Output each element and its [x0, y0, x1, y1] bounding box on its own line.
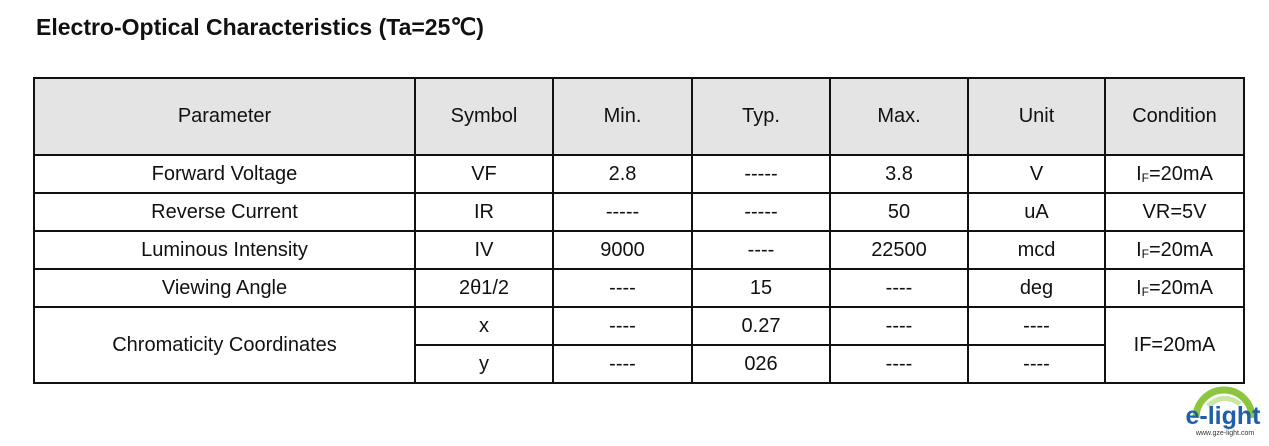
typ-cell: 0.27	[691, 306, 831, 346]
condition-cell: IF=20mA	[1104, 154, 1245, 194]
condition-main: I	[1136, 238, 1142, 261]
unit-cell: ----	[967, 344, 1106, 384]
typ-cell: 026	[691, 344, 831, 384]
condition-cell: VR=5V	[1104, 192, 1245, 232]
symbol-cell: x	[414, 306, 554, 346]
symbol-cell: VF	[414, 154, 554, 194]
max-cell: 50	[829, 192, 969, 232]
typ-cell: ----	[691, 230, 831, 270]
condition-cell: IF=20mA	[1104, 268, 1245, 308]
max-cell: ----	[829, 268, 969, 308]
symbol-cell: y	[414, 344, 554, 384]
svg-text:www.gze-light.com: www.gze-light.com	[1195, 430, 1255, 437]
condition-main: VR=5V	[1142, 200, 1207, 223]
header-min: Min.	[552, 77, 693, 156]
parameter-cell: Chromaticity Coordinates	[33, 306, 416, 384]
min-cell: ----	[552, 268, 693, 308]
header-parameter: Parameter	[33, 77, 416, 156]
header-symbol: Symbol	[414, 77, 554, 156]
parameter-cell: Reverse Current	[33, 192, 416, 232]
condition-subscript: F	[1141, 284, 1149, 299]
condition-subscript: F	[1141, 170, 1149, 185]
condition-main: I	[1136, 276, 1142, 299]
min-cell: 2.8	[552, 154, 693, 194]
condition-cell: IF=20mA	[1104, 230, 1245, 270]
min-cell: ----	[552, 344, 693, 384]
condition-main: I	[1136, 162, 1142, 185]
table-row: Viewing Angle 2θ1/2 ---- 15 ---- deg IF=20mA	[33, 268, 1245, 308]
max-cell: 3.8	[829, 154, 969, 194]
condition-rest: =20mA	[1148, 238, 1213, 261]
max-cell: 22500	[829, 230, 969, 270]
unit-cell: V	[967, 154, 1106, 194]
unit-cell: deg	[967, 268, 1106, 308]
symbol-cell: IR	[414, 192, 554, 232]
condition-rest: =20mA	[1148, 162, 1213, 185]
parameter-cell: Luminous Intensity	[33, 230, 416, 270]
max-cell: ----	[829, 306, 969, 346]
typ-cell: -----	[691, 154, 831, 194]
typ-cell: 15	[691, 268, 831, 308]
table-row: y ---- 026 ---- ----	[34, 344, 1244, 384]
symbol-cell: IV	[414, 230, 554, 270]
symbol-cell: 2θ1/2	[414, 268, 554, 308]
table-row: Luminous Intensity IV 9000 ---- 22500 mcd IF…	[33, 230, 1245, 270]
parameter-cell: Forward Voltage	[33, 154, 416, 194]
min-cell: 9000	[552, 230, 693, 270]
min-cell: ----	[552, 306, 693, 346]
page-title: Electro-Optical Characteristics (Ta=25℃)	[36, 14, 484, 40]
max-cell: ----	[829, 344, 969, 384]
header-max: Max.	[829, 77, 969, 156]
table-row: Forward Voltage VF 2.8 ----- 3.8 V IF=20mA	[33, 154, 1245, 194]
unit-cell: ----	[967, 306, 1106, 346]
unit-cell: mcd	[967, 230, 1106, 270]
characteristics-table: Parameter Symbol Min. Typ. Max. Unit Con…	[33, 77, 1245, 384]
header-condition: Condition	[1104, 77, 1245, 156]
e-light-logo: e-light www.gze-light.com	[1186, 386, 1262, 437]
svg-text:e-light: e-light	[1186, 402, 1262, 430]
condition-rest: =20mA	[1148, 276, 1213, 299]
table-row: Reverse Current IR ----- ----- 50 uA VR=5V	[33, 192, 1245, 232]
header-typ: Typ.	[691, 77, 831, 156]
condition-cell: IF=20mA	[1104, 306, 1245, 384]
header-row: Parameter Symbol Min. Typ. Max. Unit Con…	[33, 77, 1245, 156]
condition-subscript: F	[1141, 246, 1149, 261]
parameter-cell: Viewing Angle	[33, 268, 416, 308]
table-row: Chromaticity Coordinates x ---- 0.27 ---- --…	[33, 306, 1245, 384]
unit-cell: uA	[967, 192, 1106, 232]
header-unit: Unit	[967, 77, 1106, 156]
min-cell: -----	[552, 192, 693, 232]
typ-cell: -----	[691, 192, 831, 232]
